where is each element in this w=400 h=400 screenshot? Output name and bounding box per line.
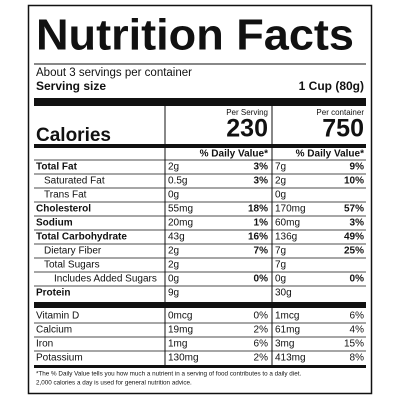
title: Nutrition Facts (36, 11, 354, 60)
daily-value: 7% (254, 246, 269, 257)
nutrient-name: Vitamin D (36, 311, 79, 322)
nutrient-name: Saturated Fat (44, 176, 105, 187)
amount: 1mg (168, 339, 187, 350)
amount: 61mg (275, 325, 300, 336)
daily-value: 0% (254, 311, 269, 322)
nutrient-name: Dietary Fiber (44, 246, 102, 257)
nutrient-name: Total Carbohydrate (36, 232, 127, 243)
amount: 2g (168, 162, 179, 173)
amount: 0mcg (168, 311, 192, 322)
nutrient-name: Trans Fat (44, 190, 87, 201)
dv-header: % Daily Value* (200, 149, 268, 160)
daily-value: 1% (254, 218, 269, 229)
nutrient-name: Iron (36, 339, 53, 350)
amount: 43g (168, 232, 185, 243)
daily-value: 3% (254, 176, 269, 187)
nutrient-name: Total Sugars (44, 260, 100, 271)
nutrient-name: Calcium (36, 325, 72, 336)
label-border (27, 4, 373, 395)
thick-rule (34, 365, 366, 368)
amount: 413mg (275, 353, 306, 364)
daily-value: 18% (248, 204, 268, 215)
nutrient-name: Potassium (36, 353, 83, 364)
daily-value: 9% (350, 162, 365, 173)
daily-value: 57% (344, 204, 364, 215)
amount: 3mg (275, 339, 294, 350)
amount: 30g (275, 288, 292, 299)
nutrient-name: Cholesterol (36, 204, 91, 215)
daily-value: 3% (350, 218, 365, 229)
amount: 55mg (168, 204, 193, 215)
thick-rule (34, 144, 366, 148)
amount: 2g (168, 246, 179, 257)
amount: 60mg (275, 218, 300, 229)
amount: 7g (275, 162, 286, 173)
amount: 7g (275, 260, 286, 271)
dv-header: % Daily Value* (296, 149, 364, 160)
amount: 0g (168, 190, 179, 201)
serving-size-label: Serving size (36, 79, 106, 93)
nutrient-name: Includes Added Sugars (54, 274, 157, 285)
calories-value: 750 (322, 115, 364, 143)
daily-value: 6% (254, 339, 269, 350)
amount: 0g (168, 274, 179, 285)
footnote: 2,000 calories a day is used for general… (36, 380, 192, 387)
amount: 1mcg (275, 311, 299, 322)
footnote: *The % Daily Value tells you how much a … (36, 371, 301, 378)
column-header: Per container (316, 108, 364, 117)
daily-value: 10% (344, 176, 364, 187)
serving-size: 1 Cup (80g) (299, 79, 364, 93)
nutrient-name: Protein (36, 288, 70, 299)
amount: 9g (168, 288, 179, 299)
amount: 130mg (168, 353, 199, 364)
amount: 0g (275, 274, 286, 285)
thick-rule (34, 98, 366, 106)
amount: 7g (275, 246, 286, 257)
daily-value: 8% (350, 353, 365, 364)
amount: 2g (168, 260, 179, 271)
amount: 0.5g (168, 176, 187, 187)
thick-rule (34, 302, 366, 308)
daily-value: 16% (248, 232, 268, 243)
daily-value: 3% (254, 162, 269, 173)
daily-value: 2% (254, 325, 269, 336)
daily-value: 15% (344, 339, 364, 350)
daily-value: 0% (254, 274, 269, 285)
calories-label: Calories (36, 125, 111, 146)
amount: 0g (275, 190, 286, 201)
amount: 136g (275, 232, 297, 243)
amount: 20mg (168, 218, 193, 229)
daily-value: 6% (350, 311, 365, 322)
nutrient-name: Sodium (36, 218, 73, 229)
column-header: Per Serving (226, 108, 268, 117)
servings: About 3 servings per container (36, 67, 192, 79)
amount: 2g (275, 176, 286, 187)
amount: 19mg (168, 325, 193, 336)
daily-value: 49% (344, 232, 364, 243)
daily-value: 0% (350, 274, 365, 285)
daily-value: 2% (254, 353, 269, 364)
daily-value: 25% (344, 246, 364, 257)
daily-value: 4% (350, 325, 365, 336)
calories-value: 230 (226, 115, 268, 143)
nutrient-name: Total Fat (36, 162, 78, 173)
amount: 170mg (275, 204, 306, 215)
